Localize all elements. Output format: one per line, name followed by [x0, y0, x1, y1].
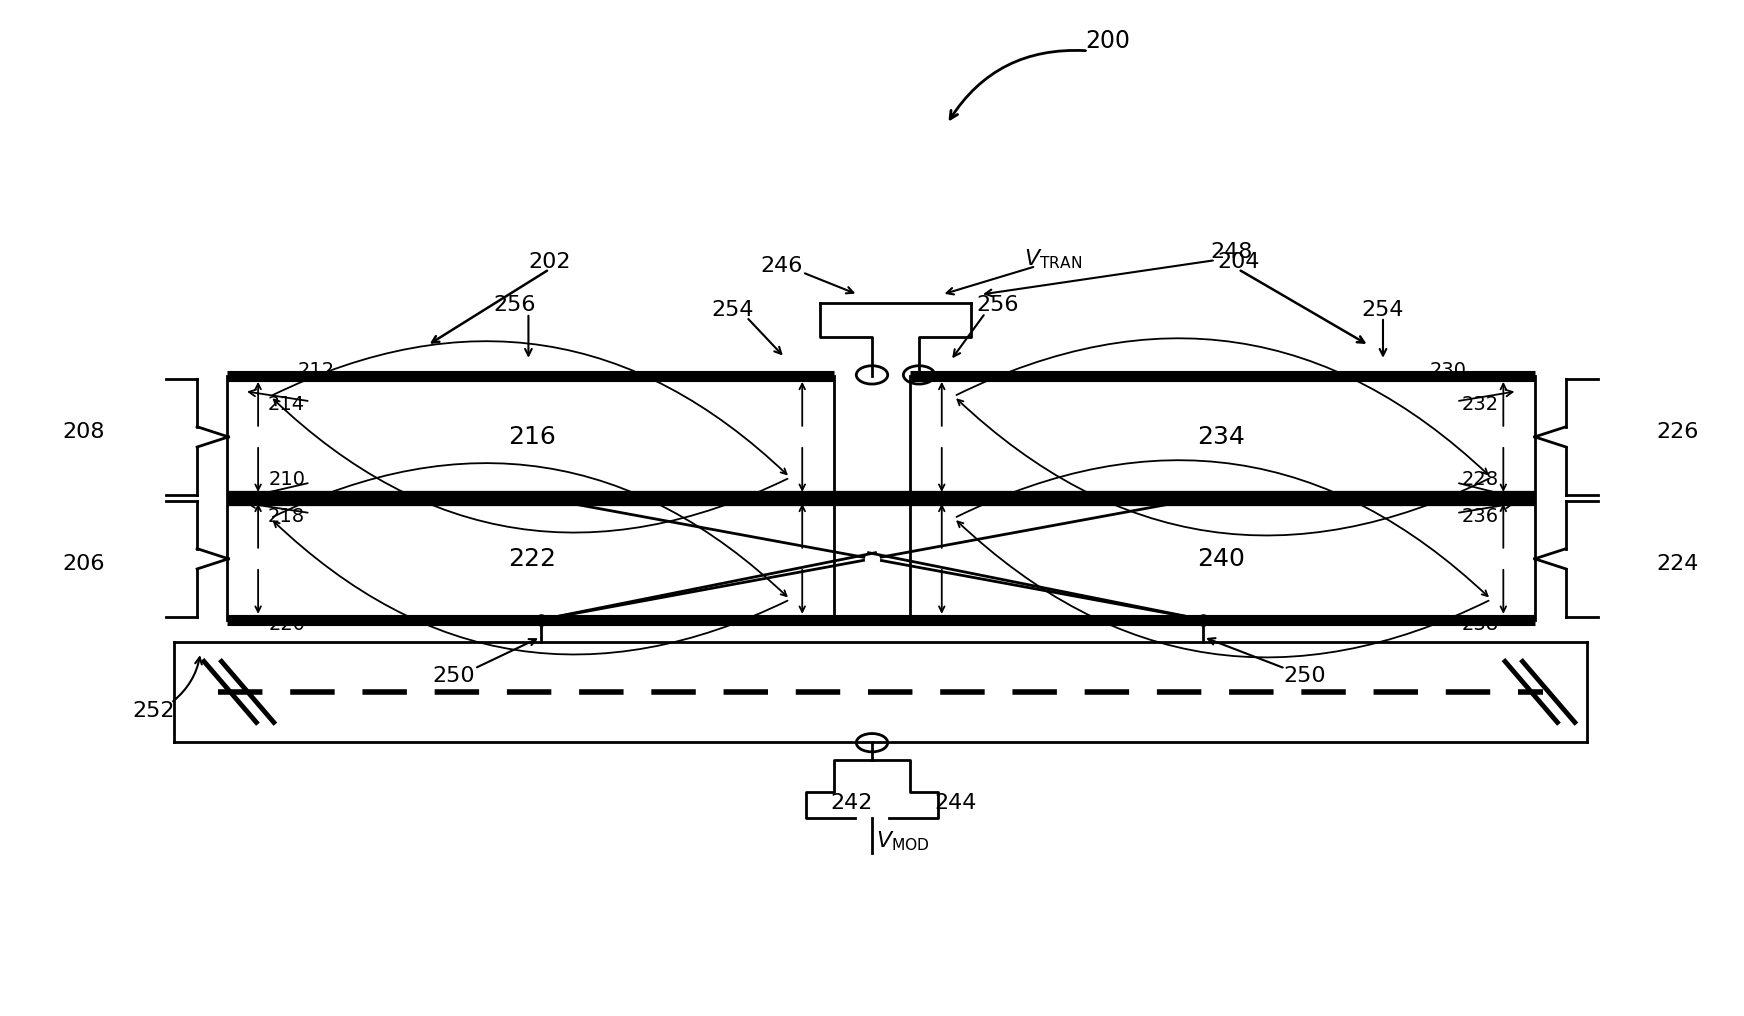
Text: 238: 238 — [1461, 616, 1498, 634]
Text: 234: 234 — [1196, 425, 1245, 449]
Text: 250: 250 — [433, 665, 474, 686]
Text: 244: 244 — [935, 792, 977, 813]
Text: 230: 230 — [1430, 362, 1467, 380]
Text: $V_{\mathsf{TRAN}}$: $V_{\mathsf{TRAN}}$ — [1024, 247, 1083, 271]
Text: 236: 236 — [1461, 507, 1498, 525]
Text: 226: 226 — [1657, 422, 1699, 442]
Text: 254: 254 — [712, 300, 753, 320]
Text: 206: 206 — [63, 554, 105, 574]
Text: 204: 204 — [1217, 252, 1259, 272]
Text: 214: 214 — [269, 395, 305, 414]
Text: 228: 228 — [1461, 470, 1498, 489]
Text: 256: 256 — [977, 295, 1018, 315]
Text: 202: 202 — [528, 252, 570, 272]
Text: 212: 212 — [298, 362, 335, 380]
Text: 200: 200 — [1085, 28, 1130, 53]
Text: 218: 218 — [269, 507, 305, 525]
Text: 232: 232 — [1461, 395, 1498, 414]
Text: 250: 250 — [1284, 665, 1325, 686]
Text: 224: 224 — [1657, 554, 1699, 574]
Text: 216: 216 — [508, 425, 556, 449]
Text: 252: 252 — [133, 701, 174, 721]
Text: 240: 240 — [1196, 547, 1245, 571]
Text: 222: 222 — [508, 547, 556, 571]
Text: 210: 210 — [269, 470, 305, 489]
Text: 248: 248 — [1210, 242, 1252, 262]
Text: 242: 242 — [830, 792, 872, 813]
Text: 246: 246 — [760, 256, 802, 276]
Text: 254: 254 — [1362, 300, 1404, 320]
Text: 256: 256 — [494, 295, 535, 315]
Text: 208: 208 — [63, 422, 105, 442]
Text: 220: 220 — [269, 616, 305, 634]
Text: $V_{\mathsf{MOD}}$: $V_{\mathsf{MOD}}$ — [877, 829, 930, 853]
